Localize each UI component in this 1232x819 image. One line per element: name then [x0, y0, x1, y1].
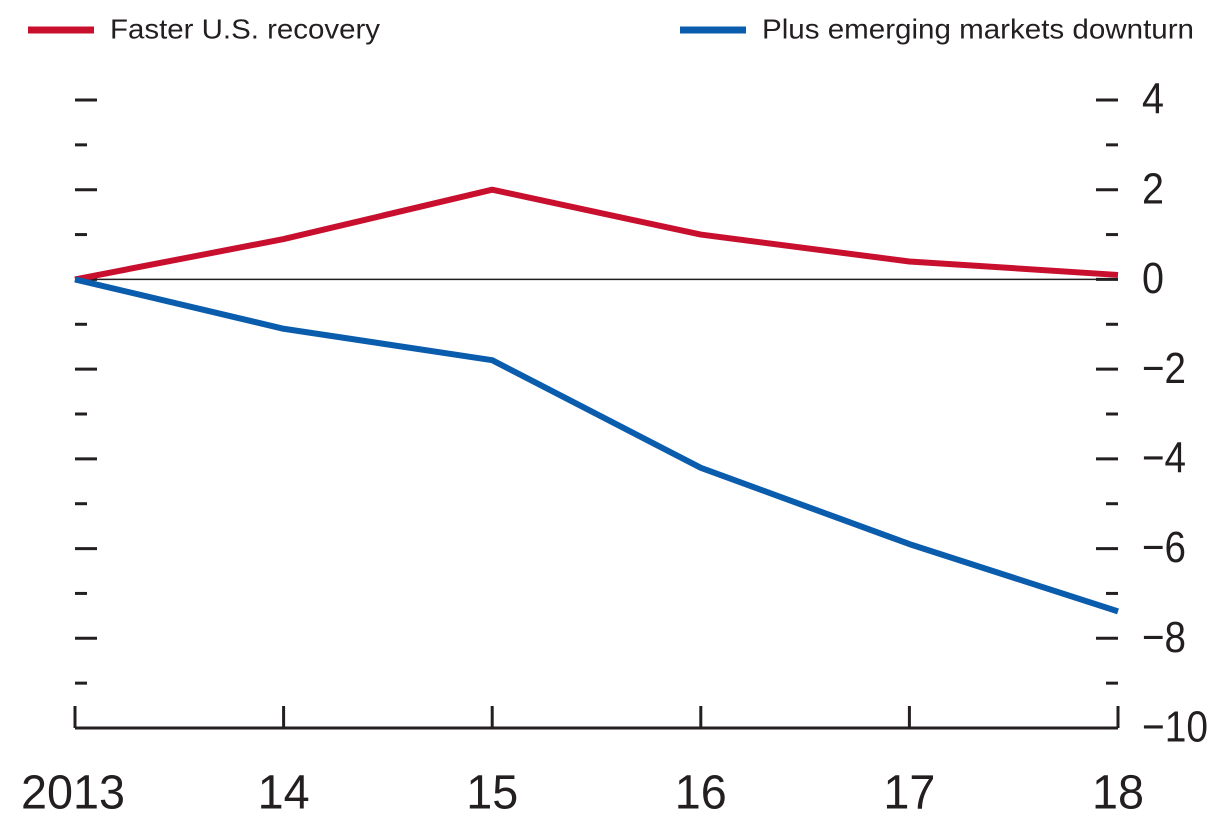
series-line	[74, 276, 1119, 615]
y-tick-label: 0	[1142, 254, 1164, 303]
series-line	[74, 186, 1119, 283]
x-tick-label: 15	[466, 767, 518, 819]
x-tick-label: 17	[883, 767, 935, 819]
y-tick-label: −2	[1142, 344, 1186, 393]
y-tick-label: −8	[1142, 613, 1186, 662]
y-tick-label: −6	[1142, 523, 1186, 572]
y-tick-label: 2	[1142, 164, 1164, 213]
legend-label: Plus emerging markets downturn	[762, 13, 1194, 44]
y-tick-label: −4	[1142, 433, 1186, 482]
x-tick-label: 18	[1092, 767, 1144, 819]
y-tick-label: −10	[1142, 703, 1208, 752]
x-tick-label: 2013	[21, 767, 125, 819]
x-tick-label: 14	[258, 767, 310, 819]
y-tick-label: 4	[1142, 75, 1164, 124]
legend-label: Faster U.S. recovery	[110, 13, 380, 44]
x-tick-label: 16	[675, 767, 727, 819]
